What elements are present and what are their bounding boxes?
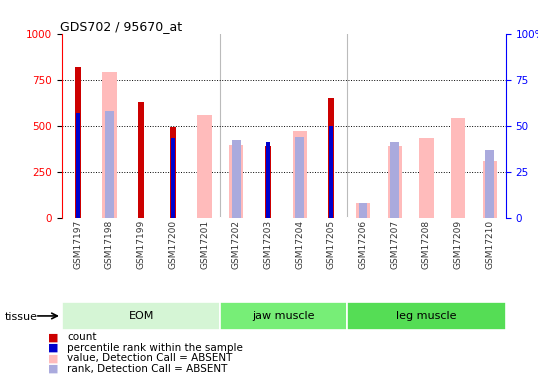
Bar <box>359 203 367 217</box>
Bar <box>197 115 211 218</box>
Bar <box>485 150 494 217</box>
Text: GSM17207: GSM17207 <box>390 220 399 269</box>
Text: GSM17203: GSM17203 <box>264 220 272 269</box>
Text: GSM17198: GSM17198 <box>105 220 114 269</box>
Text: GSM17197: GSM17197 <box>73 220 82 269</box>
Text: GSM17200: GSM17200 <box>168 220 178 269</box>
Text: GSM17205: GSM17205 <box>327 220 336 269</box>
Text: leg muscle: leg muscle <box>396 311 457 321</box>
Bar <box>329 98 334 218</box>
Text: ■: ■ <box>48 333 59 342</box>
Bar <box>266 142 270 218</box>
Text: ■: ■ <box>48 343 59 353</box>
Text: jaw muscle: jaw muscle <box>252 311 315 321</box>
Text: ■: ■ <box>48 364 59 374</box>
Bar <box>419 138 434 218</box>
Text: count: count <box>67 333 97 342</box>
Text: GSM17206: GSM17206 <box>358 220 367 269</box>
Text: GSM17199: GSM17199 <box>137 220 146 269</box>
Bar <box>232 140 240 218</box>
Bar <box>102 72 117 217</box>
Text: tissue: tissue <box>4 312 37 322</box>
Bar <box>451 118 465 218</box>
Bar <box>356 203 370 217</box>
Text: GSM17204: GSM17204 <box>295 220 304 269</box>
Bar <box>295 136 304 218</box>
Text: GSM17209: GSM17209 <box>454 220 463 269</box>
Bar <box>171 138 175 218</box>
Bar <box>347 302 506 330</box>
Bar <box>293 131 307 218</box>
Text: GSM17201: GSM17201 <box>200 220 209 269</box>
Bar <box>265 146 271 218</box>
Text: GSM17202: GSM17202 <box>232 220 240 269</box>
Bar <box>62 302 221 330</box>
Bar <box>76 113 80 218</box>
Bar <box>75 67 81 218</box>
Bar <box>390 142 399 218</box>
Text: value, Detection Call = ABSENT: value, Detection Call = ABSENT <box>67 354 232 363</box>
Text: GSM17210: GSM17210 <box>485 220 494 269</box>
Text: GDS702 / 95670_at: GDS702 / 95670_at <box>60 20 182 33</box>
Bar <box>387 146 402 218</box>
Bar <box>170 128 176 218</box>
Bar <box>229 145 243 218</box>
Bar <box>138 102 144 217</box>
Bar <box>221 302 347 330</box>
Text: ■: ■ <box>48 354 59 363</box>
Bar <box>105 111 114 218</box>
Text: GSM17208: GSM17208 <box>422 220 431 269</box>
Text: rank, Detection Call = ABSENT: rank, Detection Call = ABSENT <box>67 364 228 374</box>
Bar <box>483 160 497 218</box>
Text: EOM: EOM <box>129 311 154 321</box>
Text: percentile rank within the sample: percentile rank within the sample <box>67 343 243 353</box>
Bar <box>329 126 333 218</box>
